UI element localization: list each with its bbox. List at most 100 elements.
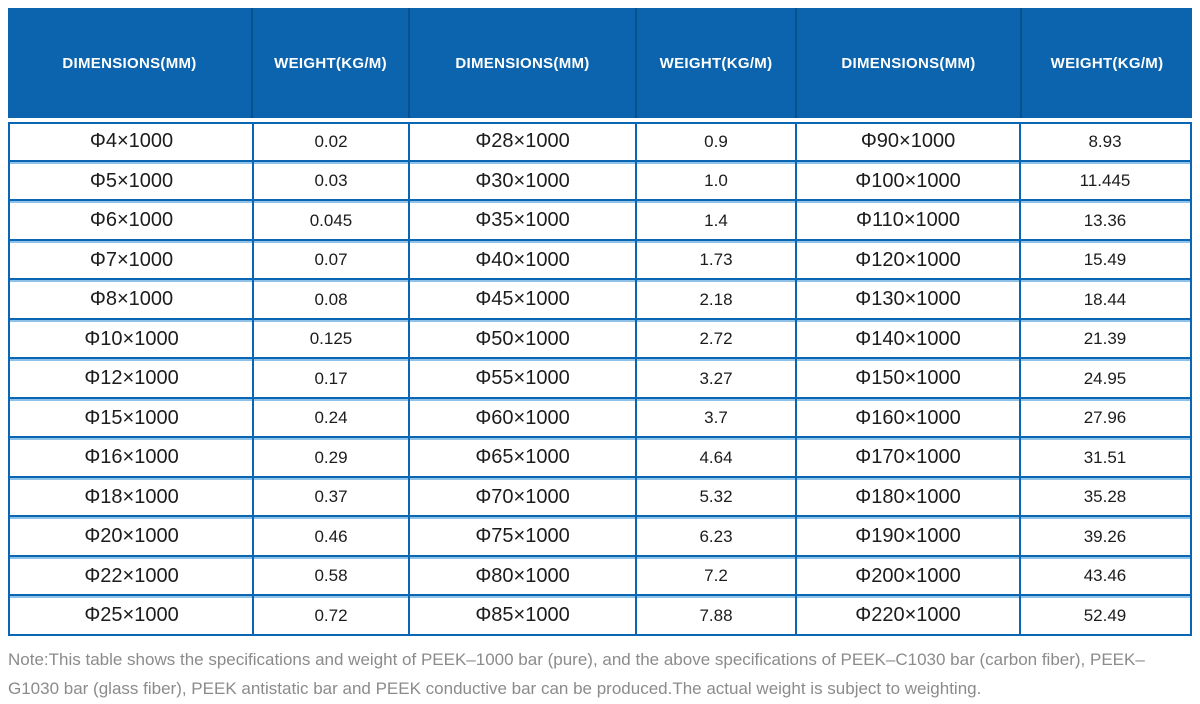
weight-cell: 0.08 — [314, 289, 348, 309]
dimension-cell: Φ85×1000 — [475, 604, 570, 627]
header-cell-dimensions-2: DIMENSIONS(MM) — [410, 8, 637, 118]
dimension-cell: Φ70×1000 — [475, 485, 570, 508]
dimension-cell: Φ30×1000 — [475, 169, 570, 192]
dimension-cell: Φ28×1000 — [475, 130, 570, 153]
note-text: Note:This table shows the specifications… — [8, 649, 1145, 698]
dimension-cell: Φ110×1000 — [855, 209, 960, 232]
weight-cell: 27.96 — [1083, 408, 1127, 428]
weight-cell: 3.7 — [704, 408, 728, 428]
table-body: Φ4×1000 0.02 Φ28×1000 0.9 Φ90×1000 8.93 Φ5×100… — [8, 122, 1192, 636]
table-row: Φ4×1000 0.02 Φ28×1000 0.9 Φ90×1000 8.93 — [10, 124, 1190, 160]
weight-cell: 0.24 — [314, 408, 348, 428]
row-divider — [10, 357, 1190, 361]
weight-cell: 39.26 — [1083, 526, 1127, 546]
dimension-cell: Φ12×1000 — [84, 367, 179, 390]
dimension-cell: Φ6×1000 — [89, 209, 174, 232]
weight-cell: 4.64 — [699, 447, 733, 467]
weight-cell: 13.36 — [1083, 210, 1127, 230]
weight-cell: 0.72 — [314, 605, 348, 625]
weight-cell: 7.2 — [704, 566, 728, 586]
dimension-cell: Φ200×1000 — [855, 564, 961, 587]
dimension-cell: Φ140×1000 — [855, 327, 961, 350]
dimension-cell: Φ20×1000 — [84, 525, 179, 548]
dimension-cell: Φ90×1000 — [860, 130, 956, 153]
weight-cell: 35.28 — [1083, 487, 1127, 507]
header-cell-weight-1: WEIGHT(KG/M) — [253, 8, 410, 118]
weight-cell: 0.17 — [314, 368, 348, 388]
weight-cell: 0.29 — [314, 447, 348, 467]
dimension-cell: Φ4×1000 — [89, 130, 174, 153]
dimension-cell: Φ16×1000 — [84, 446, 179, 469]
table-row: Φ12×1000 0.17 Φ55×1000 3.27 Φ150×1000 24.95 — [10, 361, 1190, 397]
dimension-cell: Φ10×1000 — [84, 327, 179, 350]
weight-cell: 11.445 — [1079, 171, 1131, 191]
table-header: DIMENSIONS(MM) WEIGHT(KG/M) DIMENSIONS(M… — [8, 8, 1192, 118]
weight-cell: 18.44 — [1083, 289, 1127, 309]
dimension-cell: Φ160×1000 — [855, 406, 961, 429]
dimension-cell: Φ55×1000 — [475, 367, 570, 390]
row-divider — [10, 396, 1190, 401]
weight-cell: 21.39 — [1083, 329, 1127, 349]
dimension-cell: Φ40×1000 — [475, 248, 570, 271]
dimension-cell: Φ60×1000 — [475, 406, 570, 429]
weight-cell: 0.9 — [704, 131, 728, 151]
table-row: Φ15×1000 0.24 Φ60×1000 3.7 Φ160×1000 27.96 — [10, 401, 1190, 437]
row-divider — [10, 238, 1190, 243]
table-row: Φ5×1000 0.03 Φ30×1000 1.0 Φ100×1000 11.445 — [10, 164, 1190, 200]
weight-cell: 5.32 — [699, 487, 733, 507]
table-row: Φ8×1000 0.08 Φ45×1000 2.18 Φ130×1000 18.44 — [10, 282, 1190, 318]
dimension-cell: Φ5×1000 — [89, 169, 174, 192]
dimension-cell: Φ22×1000 — [84, 564, 179, 587]
table-row: Φ25×1000 0.72 Φ85×1000 7.88 Φ220×1000 52.49 — [10, 598, 1190, 634]
table-row: Φ7×1000 0.07 Φ40×1000 1.73 Φ120×1000 15.49 — [10, 243, 1190, 279]
row-divider — [10, 317, 1190, 322]
weight-cell: 1.73 — [699, 250, 733, 270]
weight-cell: 1.4 — [704, 210, 728, 230]
header-cell-dimensions-3: DIMENSIONS(MM) — [797, 8, 1022, 118]
dimension-cell: Φ100×1000 — [855, 169, 961, 192]
row-divider — [10, 278, 1190, 282]
dimension-cell: Φ65×1000 — [475, 446, 570, 469]
weight-cell: 43.46 — [1083, 566, 1127, 586]
dimension-cell: Φ180×1000 — [855, 485, 961, 508]
row-divider — [10, 159, 1190, 164]
dimension-cell: Φ50×1000 — [475, 327, 570, 350]
weight-cell: 0.37 — [314, 487, 348, 507]
table-row: Φ10×1000 0.125 Φ50×1000 2.72 Φ140×1000 21.39 — [10, 322, 1190, 358]
row-divider — [10, 436, 1190, 440]
weight-cell: 8.93 — [1088, 131, 1122, 151]
weight-cell: 0.07 — [314, 250, 348, 270]
weight-cell: 0.46 — [314, 526, 348, 546]
weight-cell: 24.95 — [1083, 368, 1127, 388]
weight-cell: 15.49 — [1083, 250, 1127, 270]
row-divider — [10, 475, 1190, 480]
table-row: Φ18×1000 0.37 Φ70×1000 5.32 Φ180×1000 35.28 — [10, 480, 1190, 516]
row-divider — [10, 554, 1190, 559]
weight-cell: 3.27 — [699, 368, 733, 388]
dimension-cell: Φ190×1000 — [855, 525, 961, 548]
weight-cell: 2.72 — [699, 329, 733, 349]
table-row: Φ20×1000 0.46 Φ75×1000 6.23 Φ190×1000 39.26 — [10, 519, 1190, 555]
dimension-cell: Φ8×1000 — [89, 288, 174, 311]
dimension-cell: Φ7×1000 — [89, 248, 174, 271]
table-row: Φ22×1000 0.58 Φ80×1000 7.2 Φ200×1000 43.46 — [10, 559, 1190, 595]
dimension-cell: Φ45×1000 — [475, 288, 570, 311]
dimension-cell: Φ25×1000 — [84, 604, 179, 627]
weight-cell: 6.23 — [699, 526, 733, 546]
weight-cell: 0.125 — [309, 329, 353, 349]
weight-cell: 52.49 — [1083, 605, 1127, 625]
weight-cell: 1.0 — [704, 171, 728, 191]
dimension-cell: Φ150×1000 — [855, 367, 961, 390]
dimension-cell: Φ75×1000 — [475, 525, 570, 548]
row-divider — [10, 594, 1190, 598]
weight-cell: 0.58 — [314, 566, 348, 586]
weight-cell: 7.88 — [699, 605, 733, 625]
weight-cell: 2.18 — [699, 289, 733, 309]
dimension-cell: Φ120×1000 — [855, 248, 961, 271]
dimension-cell: Φ18×1000 — [84, 485, 179, 508]
weight-cell: 0.02 — [314, 131, 348, 151]
row-divider — [10, 199, 1190, 203]
row-divider — [10, 515, 1190, 519]
header-cell-dimensions-1: DIMENSIONS(MM) — [8, 8, 253, 118]
dimension-cell: Φ220×1000 — [855, 604, 961, 627]
